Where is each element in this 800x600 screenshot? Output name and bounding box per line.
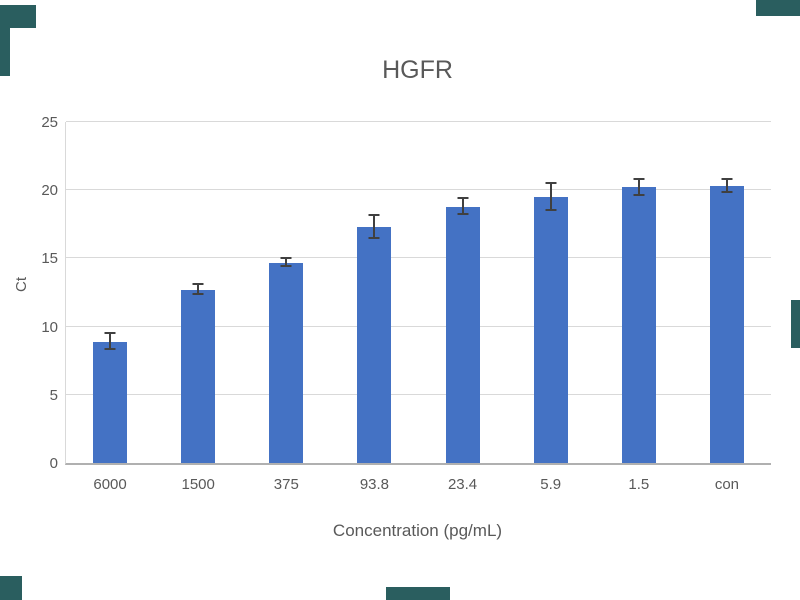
error-bar-cap-top (280, 257, 292, 260)
error-bar (285, 258, 288, 267)
bar-column: 23.4 (419, 122, 507, 493)
bar-column: 93.8 (330, 122, 418, 493)
gridline (66, 325, 771, 327)
gridline (66, 189, 771, 191)
error-bar-cap-bottom (104, 347, 116, 350)
y-tick-label: 5 (49, 386, 58, 404)
watermark-mark (0, 576, 22, 600)
x-tick-label: 93.8 (359, 476, 390, 493)
x-tick-label: 1500 (181, 476, 215, 493)
bar (445, 206, 480, 463)
error-bar (725, 179, 728, 193)
gridline (66, 393, 771, 395)
error-bar-cap-bottom (721, 190, 733, 193)
bar (269, 262, 304, 463)
gridline (66, 121, 771, 122)
y-axis-label: Ct (13, 277, 30, 292)
x-tick-label: con (714, 476, 740, 493)
error-bar-cap-top (192, 283, 204, 286)
error-bar (109, 333, 112, 350)
watermark-mark (386, 587, 450, 600)
bar-column: 5.9 (507, 122, 595, 493)
x-tick-label: 375 (273, 476, 299, 493)
y-tick-label: 15 (41, 250, 58, 268)
bar (533, 197, 568, 463)
watermark-mark (0, 28, 10, 76)
x-tick-label: 5.9 (540, 476, 562, 493)
error-bar-cap-top (104, 332, 116, 335)
chart-title: HGFR (382, 56, 453, 84)
bars-group: 6000 1500 375 93.8 23.4 5.9 1.5 con (66, 122, 771, 493)
x-tick-label: 1.5 (628, 476, 650, 493)
error-bar-cap-top (633, 178, 645, 181)
watermark-mark (0, 5, 36, 28)
x-tick-label: 6000 (93, 476, 127, 493)
bar-column: 1500 (154, 122, 242, 493)
y-tick-label: 10 (41, 318, 58, 336)
error-bar (197, 284, 200, 296)
error-bar-cap-top (721, 178, 733, 181)
bar-column: 6000 (66, 122, 154, 493)
bar (181, 289, 216, 463)
x-axis-label: Concentration (pg/mL) (332, 521, 503, 540)
error-bar (549, 183, 552, 211)
bar-column: 375 (242, 122, 330, 493)
error-bar-cap-bottom (633, 193, 645, 196)
bar-column: con (683, 122, 771, 493)
error-bar-cap-bottom (368, 237, 380, 240)
error-bar-cap-bottom (545, 208, 557, 211)
gridline (66, 257, 771, 259)
watermark-mark (756, 0, 800, 16)
error-bar-cap-bottom (280, 264, 292, 267)
error-bar-cap-top (457, 197, 469, 200)
bar (357, 227, 392, 463)
error-bar-cap-bottom (457, 212, 469, 215)
error-bar-cap-top (545, 182, 557, 185)
bar-column: 1.5 (595, 122, 683, 493)
error-bar (461, 198, 464, 215)
y-tick-label: 20 (41, 182, 58, 200)
watermark-mark (791, 300, 800, 348)
plot-area: 0 5 10 15 20 25 6000 1500 375 93.8 23.4 5.9 1.5 con (41, 114, 771, 493)
bar (709, 186, 744, 463)
error-bar (637, 179, 640, 196)
y-tick-label: 0 (49, 455, 58, 472)
y-tick-label: 25 (41, 114, 58, 131)
bar (621, 187, 656, 463)
error-bar-cap-top (368, 213, 380, 216)
x-tick-label: 23.4 (447, 476, 478, 493)
error-bar (373, 214, 376, 240)
bar (93, 341, 128, 463)
error-bar-cap-bottom (192, 293, 204, 296)
